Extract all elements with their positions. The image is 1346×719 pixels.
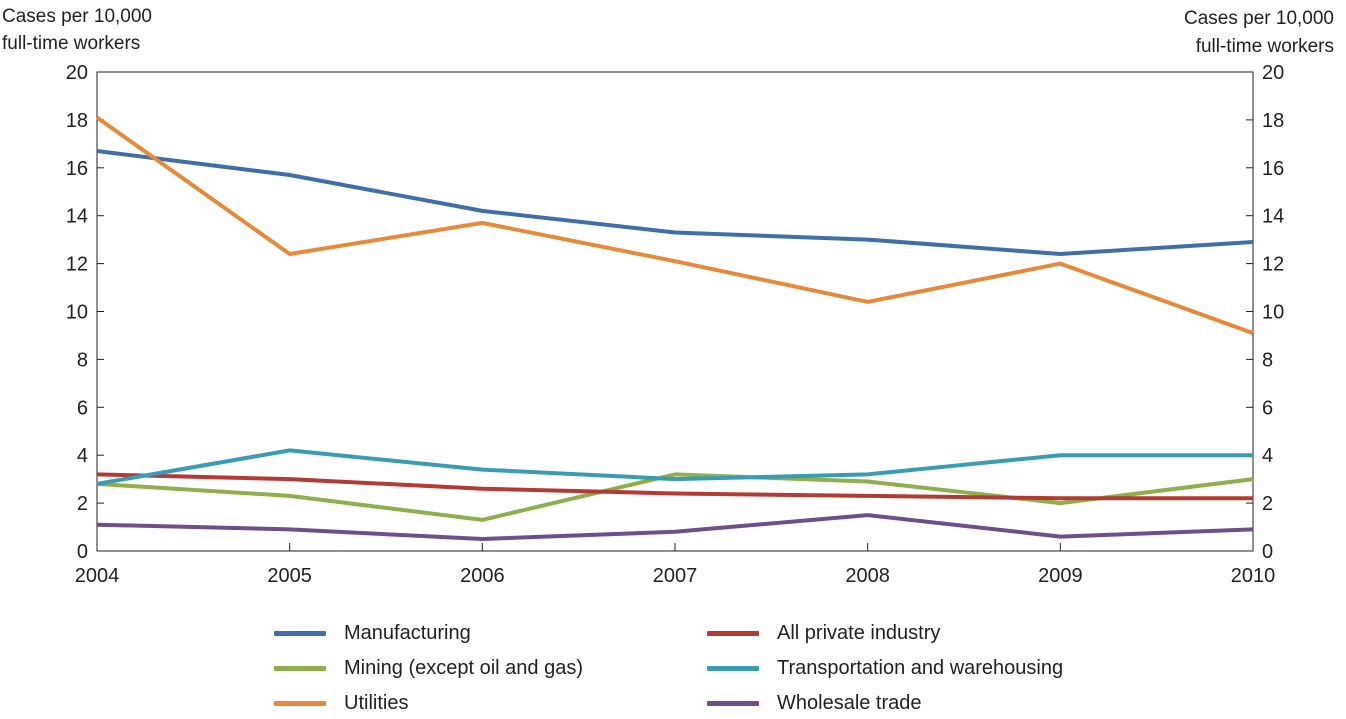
y-tick-label-right: 4 (1262, 445, 1273, 467)
y-tick-label-left: 20 (66, 62, 88, 84)
legend-item-wholesale-trade: Wholesale trade (707, 688, 922, 718)
x-tick-label: 2008 (845, 565, 890, 587)
x-tick-label: 2006 (460, 565, 505, 587)
legend-item-all-private-industry: All private industry (707, 618, 940, 648)
series-line-wholesale-trade (96, 513, 1254, 541)
y-tick-label-left: 8 (77, 349, 88, 371)
y-tick-label-left: 14 (66, 206, 88, 228)
y-tick-label-left: 4 (77, 445, 88, 467)
left-axis-title-line-1: Cases per 10,000 (2, 6, 152, 27)
legend-label-all-private-industry: All private industry (777, 621, 941, 644)
y-tick-label-right: 14 (1262, 206, 1284, 228)
left-axis-title: Cases per 10,000 full-time workers (2, 6, 152, 54)
legend-swatch-all-private-industry (707, 630, 759, 636)
y-tick-label-right: 20 (1262, 62, 1284, 84)
right-axis-title-line-2: full-time workers (1196, 36, 1334, 57)
right-axis-title: Cases per 10,000 full-time workers (1184, 8, 1334, 57)
y-tick-label-left: 6 (77, 397, 88, 419)
legend-label-manufacturing: Manufacturing (344, 621, 471, 644)
y-tick-label-left: 12 (66, 254, 88, 276)
legend-swatch-utilities (274, 700, 326, 706)
legend-label-transportation: Transportation and warehousing (777, 656, 1064, 679)
series-line-mining-except-oil-and-gas (96, 472, 1254, 522)
y-tick-label-right: 0 (1262, 541, 1273, 563)
right-axis-title-line-1: Cases per 10,000 (1184, 8, 1334, 29)
left-axis-title-line-2: full-time workers (2, 33, 140, 54)
legend-swatch-mining (274, 665, 326, 671)
legend-label-utilities: Utilities (344, 691, 409, 714)
legend-item-mining: Mining (except oil and gas) (274, 653, 583, 683)
axis-ticks: 0 0 2 2 4 4 6 6 8 8 10 10 12 12 14 14 16 16 18 18 20 20 2004 20… (66, 62, 1285, 587)
legend-item-manufacturing: Manufacturing (274, 618, 471, 648)
y-tick-label-right: 2 (1262, 493, 1273, 515)
y-tick-label-right: 16 (1262, 158, 1284, 180)
legend-label-wholesale-trade: Wholesale trade (777, 691, 922, 714)
legend-label-mining: Mining (except oil and gas) (344, 656, 584, 679)
legend-swatch-transportation (707, 665, 759, 671)
y-tick-label-left: 10 (66, 302, 88, 324)
y-tick-label-right: 8 (1262, 349, 1273, 371)
x-tick-label: 2005 (267, 565, 312, 587)
series-line-manufacturing (96, 149, 1254, 256)
x-tick-label: 2010 (1231, 565, 1276, 587)
legend-swatch-wholesale-trade (707, 700, 759, 706)
series-line-transportation-and-warehousing (96, 448, 1253, 486)
y-tick-label-left: 2 (77, 493, 88, 515)
series-line-utilities (95, 115, 1254, 335)
x-tick-label: 2007 (653, 565, 698, 587)
y-tick-label-right: 12 (1262, 254, 1284, 276)
x-tick-label: 2009 (1038, 565, 1083, 587)
legend-item-transportation: Transportation and warehousing (707, 653, 1063, 683)
line-chart: Cases per 10,000 full-time workers Cases… (2, 6, 1334, 587)
x-tick-label: 2004 (75, 565, 120, 587)
legend-swatch-manufacturing (274, 630, 326, 636)
y-tick-label-left: 18 (66, 110, 88, 132)
y-tick-label-right: 10 (1262, 302, 1284, 324)
y-tick-label-right: 6 (1262, 397, 1273, 419)
y-tick-label-right: 18 (1262, 110, 1284, 132)
series-lines (95, 115, 1254, 541)
legend: Manufacturing All private industry Minin… (270, 618, 1170, 718)
y-tick-label-left: 16 (66, 158, 88, 180)
legend-item-utilities: Utilities (274, 688, 408, 718)
series-line-all-private-industry (96, 472, 1253, 501)
y-tick-label-left: 0 (77, 541, 88, 563)
